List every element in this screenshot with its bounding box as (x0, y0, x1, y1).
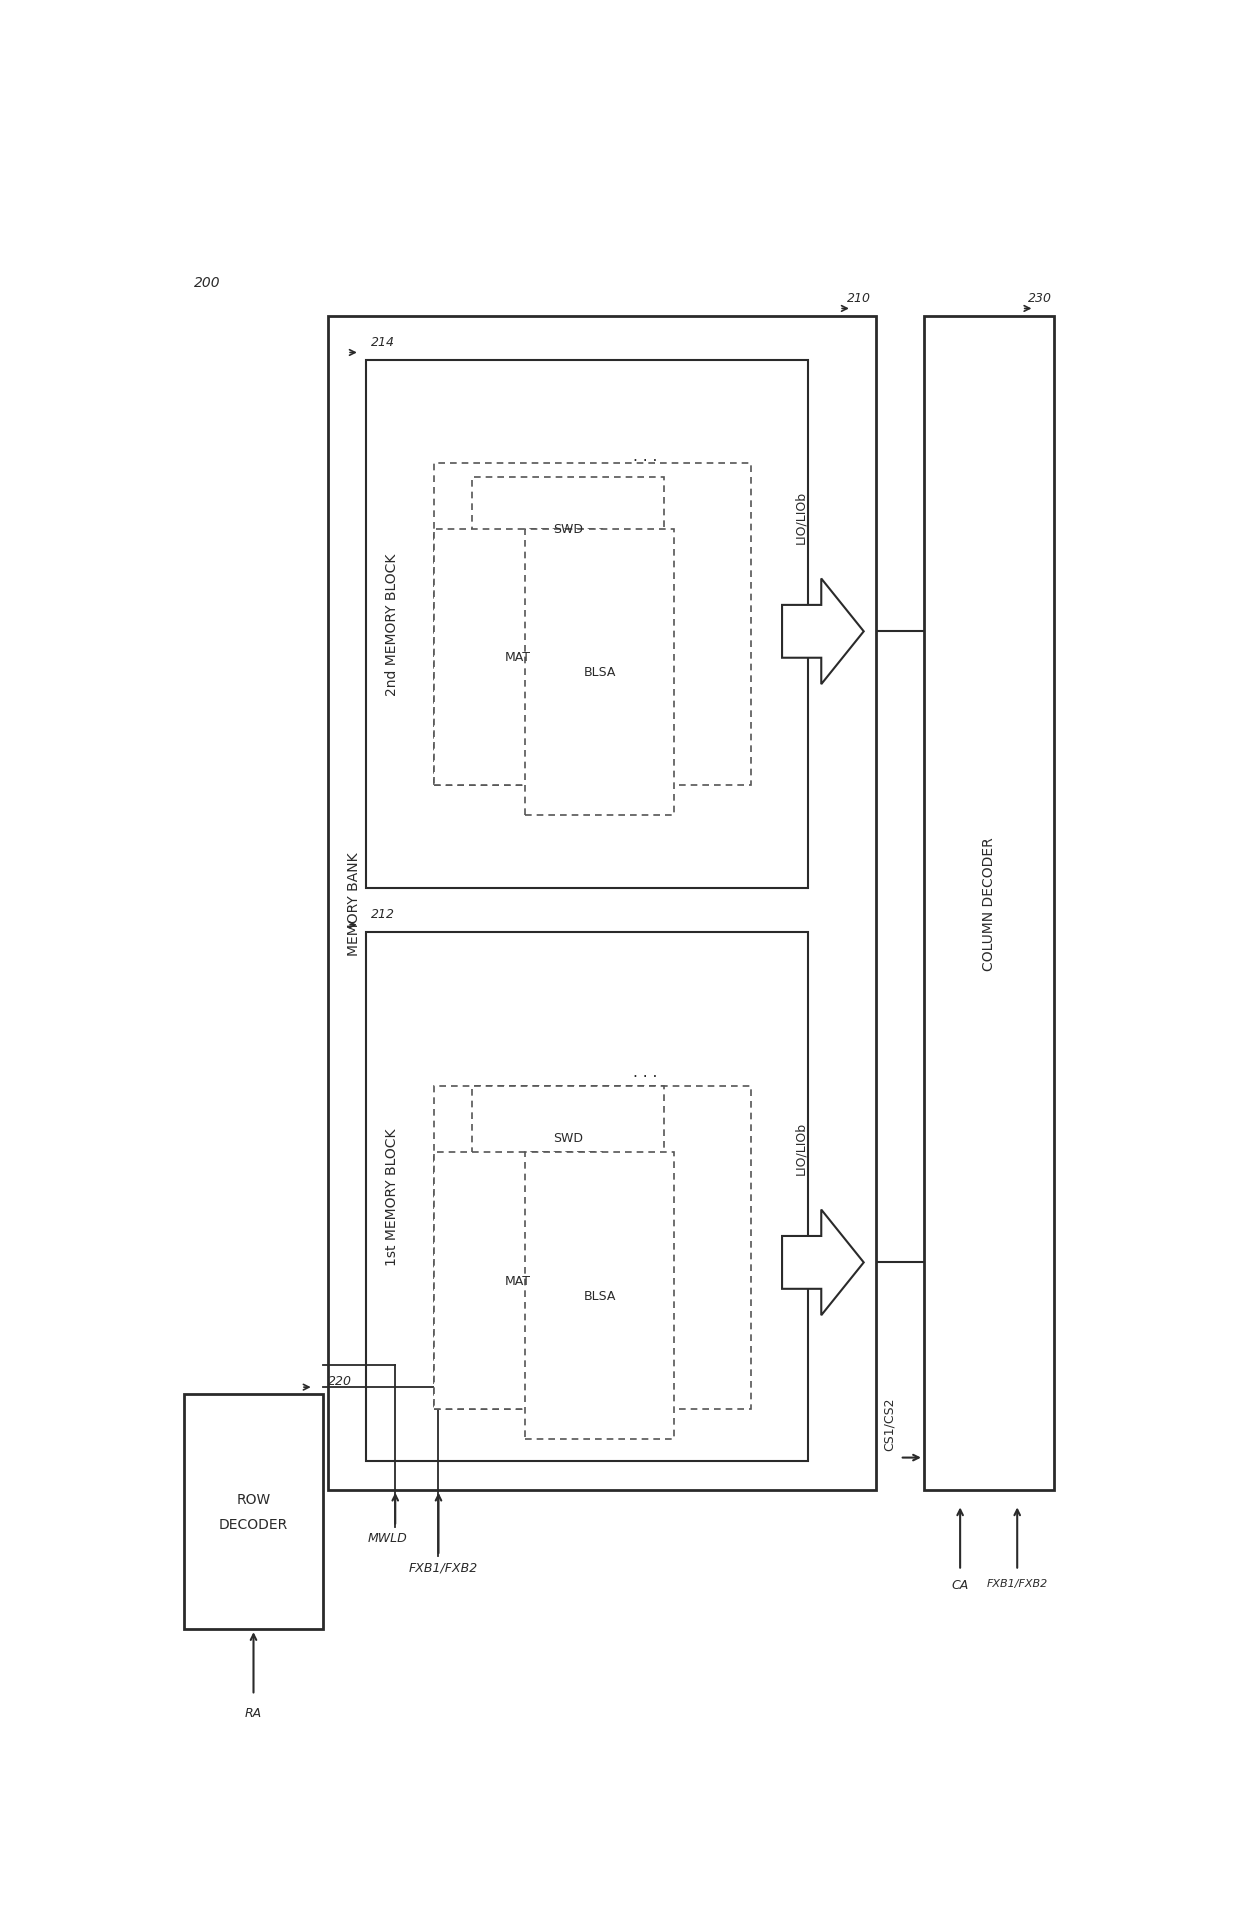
Text: MAT: MAT (505, 652, 531, 665)
Text: ROW
DECODER: ROW DECODER (219, 1494, 288, 1532)
Text: COLUMN DECODER: COLUMN DECODER (982, 836, 996, 970)
Text: SWD: SWD (553, 522, 583, 535)
Text: MWLD: MWLD (368, 1532, 408, 1545)
Text: MEMORY BANK: MEMORY BANK (347, 852, 361, 954)
Bar (924, 316, 1054, 1490)
Bar (327, 316, 875, 1490)
Text: BLSA: BLSA (583, 1290, 615, 1303)
Text: 230: 230 (1028, 291, 1052, 305)
Text: 1st MEMORY BLOCK: 1st MEMORY BLOCK (386, 1128, 399, 1265)
Text: 2nd MEMORY BLOCK: 2nd MEMORY BLOCK (386, 554, 399, 695)
Bar (367, 933, 808, 1461)
Text: . . .: . . . (632, 1065, 657, 1080)
Polygon shape (782, 1210, 864, 1316)
Text: LIO/LIOb: LIO/LIOb (795, 1122, 807, 1175)
Text: CS1/CS2: CS1/CS2 (883, 1396, 895, 1450)
Text: CA: CA (951, 1577, 968, 1591)
Text: 210: 210 (847, 291, 870, 305)
Bar (434, 1153, 601, 1410)
Bar (434, 1086, 750, 1410)
Text: 200: 200 (193, 276, 219, 290)
Bar (434, 530, 601, 787)
Bar (434, 463, 750, 787)
Bar (367, 360, 808, 888)
Text: LIO/LIOb: LIO/LIOb (795, 491, 807, 545)
Text: 212: 212 (371, 909, 396, 920)
Bar (525, 530, 675, 815)
Text: 214: 214 (371, 335, 396, 349)
Text: RA: RA (246, 1705, 262, 1718)
Text: 220: 220 (327, 1374, 352, 1387)
Text: SWD: SWD (553, 1132, 583, 1145)
Bar (472, 478, 665, 581)
Text: FXB1/FXB2: FXB1/FXB2 (987, 1577, 1048, 1589)
Text: MAT: MAT (505, 1274, 531, 1288)
Bar (472, 1086, 665, 1189)
Text: BLSA: BLSA (583, 667, 615, 678)
Polygon shape (782, 579, 864, 684)
Text: . . .: . . . (632, 448, 657, 463)
Bar (184, 1394, 324, 1629)
Bar (525, 1153, 675, 1438)
Text: FXB1/FXB2: FXB1/FXB2 (409, 1560, 477, 1574)
